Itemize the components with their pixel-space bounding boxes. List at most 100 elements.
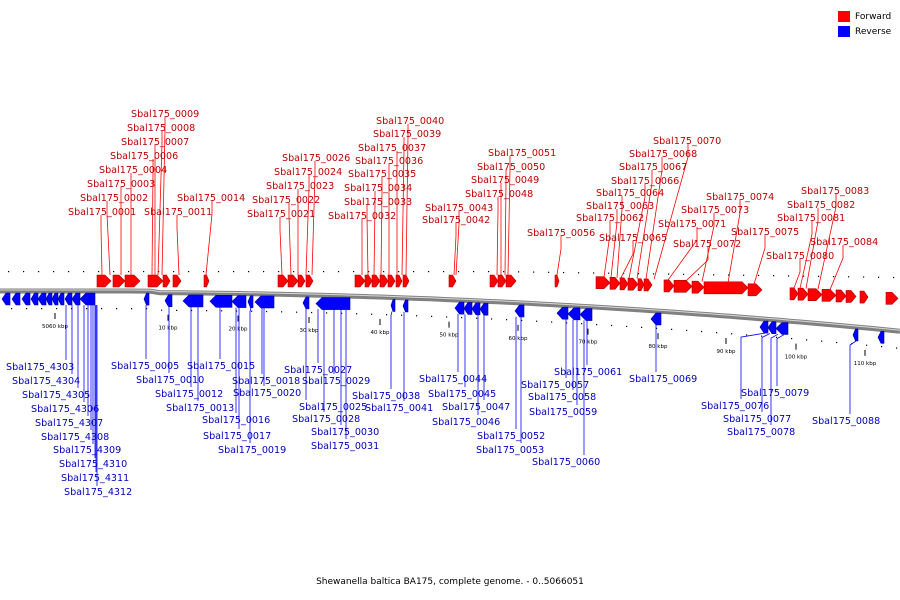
forward-gene-arrow	[448, 274, 457, 288]
reverse-ruler-dot	[41, 308, 43, 310]
reverse-ruler-dot	[266, 310, 268, 313]
forward-gene-arrow	[619, 277, 629, 291]
reverse-gene-label: Sbal175_0016	[202, 415, 270, 426]
forward-ruler-dot	[413, 271, 415, 273]
reverse-ruler-dot	[581, 323, 583, 325]
forward-ruler-dot	[293, 271, 295, 273]
reverse-ruler-dot	[881, 346, 883, 348]
forward-gene-label: Sbal175_0022	[252, 195, 320, 206]
reverse-gene-arrow	[21, 292, 31, 306]
forward-leader-line	[455, 211, 460, 276]
forward-ruler-dot	[773, 275, 775, 277]
forward-gene-label: Sbal175_0071	[658, 219, 726, 230]
forward-ruler-dot	[203, 271, 205, 273]
reverse-ruler-dot	[506, 319, 508, 321]
reverse-gene-arrow	[579, 308, 593, 321]
reverse-gene-label: Sbal175_4308	[41, 432, 109, 443]
forward-gene-label: Sbal175_0065	[599, 233, 667, 244]
forward-gene-label: Sbal175_0006	[110, 151, 178, 162]
forward-leader-line	[100, 215, 103, 276]
forward-gene-label: Sbal175_0042	[422, 215, 490, 226]
reverse-gene-label: Sbal175_4307	[35, 418, 103, 429]
legend: Forward Reverse	[838, 9, 891, 39]
forward-leader-line	[157, 131, 163, 276]
reverse-gene-arrow	[514, 304, 525, 318]
forward-gene-label: Sbal175_0023	[266, 181, 334, 192]
reverse-gene-arrow	[402, 299, 409, 313]
forward-leader-line	[701, 213, 715, 282]
reverse-gene-arrow	[247, 295, 254, 309]
forward-gene-label: Sbal175_0073	[681, 205, 749, 216]
forward-gene-label: Sbal175_0003	[87, 179, 155, 190]
reverse-gene-label: Sbal175_0078	[727, 427, 795, 438]
reverse-leader-lines	[65, 305, 857, 486]
forward-gene-label: Sbal175_0050	[477, 162, 545, 173]
forward-gene-label: Sbal175_0082	[787, 200, 855, 211]
tick-label: 90 kbp	[717, 349, 736, 355]
forward-gene-label: Sbal175_0032	[328, 211, 396, 222]
forward-leader-line	[753, 235, 766, 285]
forward-ruler-dot	[173, 271, 175, 273]
forward-ruler-dot	[878, 276, 880, 278]
reverse-ruler-dot	[26, 308, 28, 310]
reverse-gene-label: Sbal175_0012	[155, 389, 223, 400]
forward-gene-arrow	[797, 287, 809, 301]
reverse-gene-label: Sbal175_0047	[442, 402, 510, 413]
reverse-ruler-dot	[371, 313, 373, 315]
reverse-ruler-dot	[821, 340, 823, 342]
forward-gene-label: Sbal175_0084	[810, 237, 878, 248]
forward-gene-arrow	[147, 274, 164, 288]
forward-leader-line	[603, 221, 611, 278]
forward-leader-line	[727, 200, 741, 283]
reverse-gene-label: Sbal175_0045	[428, 389, 496, 400]
reverse-ruler-dot	[836, 341, 838, 344]
forward-ruler-dot	[188, 271, 190, 273]
forward-gene-arrow	[885, 292, 899, 305]
reverse-ruler-dot	[311, 311, 313, 314]
forward-gene-label: Sbal175_0035	[348, 169, 416, 180]
forward-gene-label: Sbal175_0043	[425, 203, 493, 214]
reverse-gene-arrow	[302, 296, 310, 310]
forward-gene-arrow	[609, 277, 621, 290]
reverse-gene-label: Sbal175_4304	[12, 376, 80, 387]
forward-ruler-dot	[368, 271, 370, 273]
reverse-gene-arrow	[471, 302, 481, 316]
tick-label: 100 kbp	[785, 355, 808, 361]
reverse-leader-line	[849, 340, 857, 414]
reverse-ruler-dot	[566, 322, 568, 324]
forward-gene-arrow	[364, 274, 373, 288]
reverse-ruler-dot	[161, 309, 163, 311]
forward-gene-arrow	[627, 277, 639, 291]
forward-leader-line	[504, 170, 507, 276]
reverse-ruler-dot	[596, 323, 598, 326]
forward-ruler-dot	[443, 271, 445, 273]
reverse-ruler-dot	[671, 328, 673, 331]
forward-ruler-dot	[638, 273, 640, 275]
reverse-gene-label: Sbal175_0061	[554, 367, 622, 378]
forward-leader-line	[380, 177, 383, 276]
forward-ruler-dot	[818, 275, 820, 277]
forward-leader-line	[507, 156, 511, 276]
reverse-ruler-dot	[116, 308, 118, 310]
forward-ruler-dot	[428, 271, 430, 273]
reverse-leader-line	[761, 333, 771, 412]
forward-gene-label: Sbal175_0004	[99, 165, 167, 176]
tick-label: 40 kbp	[371, 330, 390, 336]
reverse-ruler-dot	[686, 329, 688, 332]
forward-gene-arrow	[387, 274, 396, 288]
reverse-ruler-dot	[461, 317, 463, 319]
reverse-gene-label: Sbal175_0028	[292, 414, 360, 425]
forward-ruler-dot	[113, 271, 115, 273]
reverse-ruler-dot	[296, 311, 298, 313]
reverse-gene-label: Sbal175_0027	[284, 365, 352, 376]
legend-swatch-reverse	[838, 26, 850, 37]
reverse-gene-label: Sbal175_0010	[136, 375, 204, 386]
forward-leader-line	[636, 170, 653, 279]
reverse-ruler-dot	[146, 308, 148, 310]
legend-label-forward: Forward	[855, 11, 892, 22]
forward-ruler-dot	[863, 276, 865, 278]
forward-gene-label: Sbal175_0037	[358, 143, 426, 154]
reverse-ruler-dot	[101, 308, 103, 310]
forward-gene-label: Sbal175_0007	[121, 137, 189, 148]
forward-gene-arrow	[673, 280, 693, 293]
